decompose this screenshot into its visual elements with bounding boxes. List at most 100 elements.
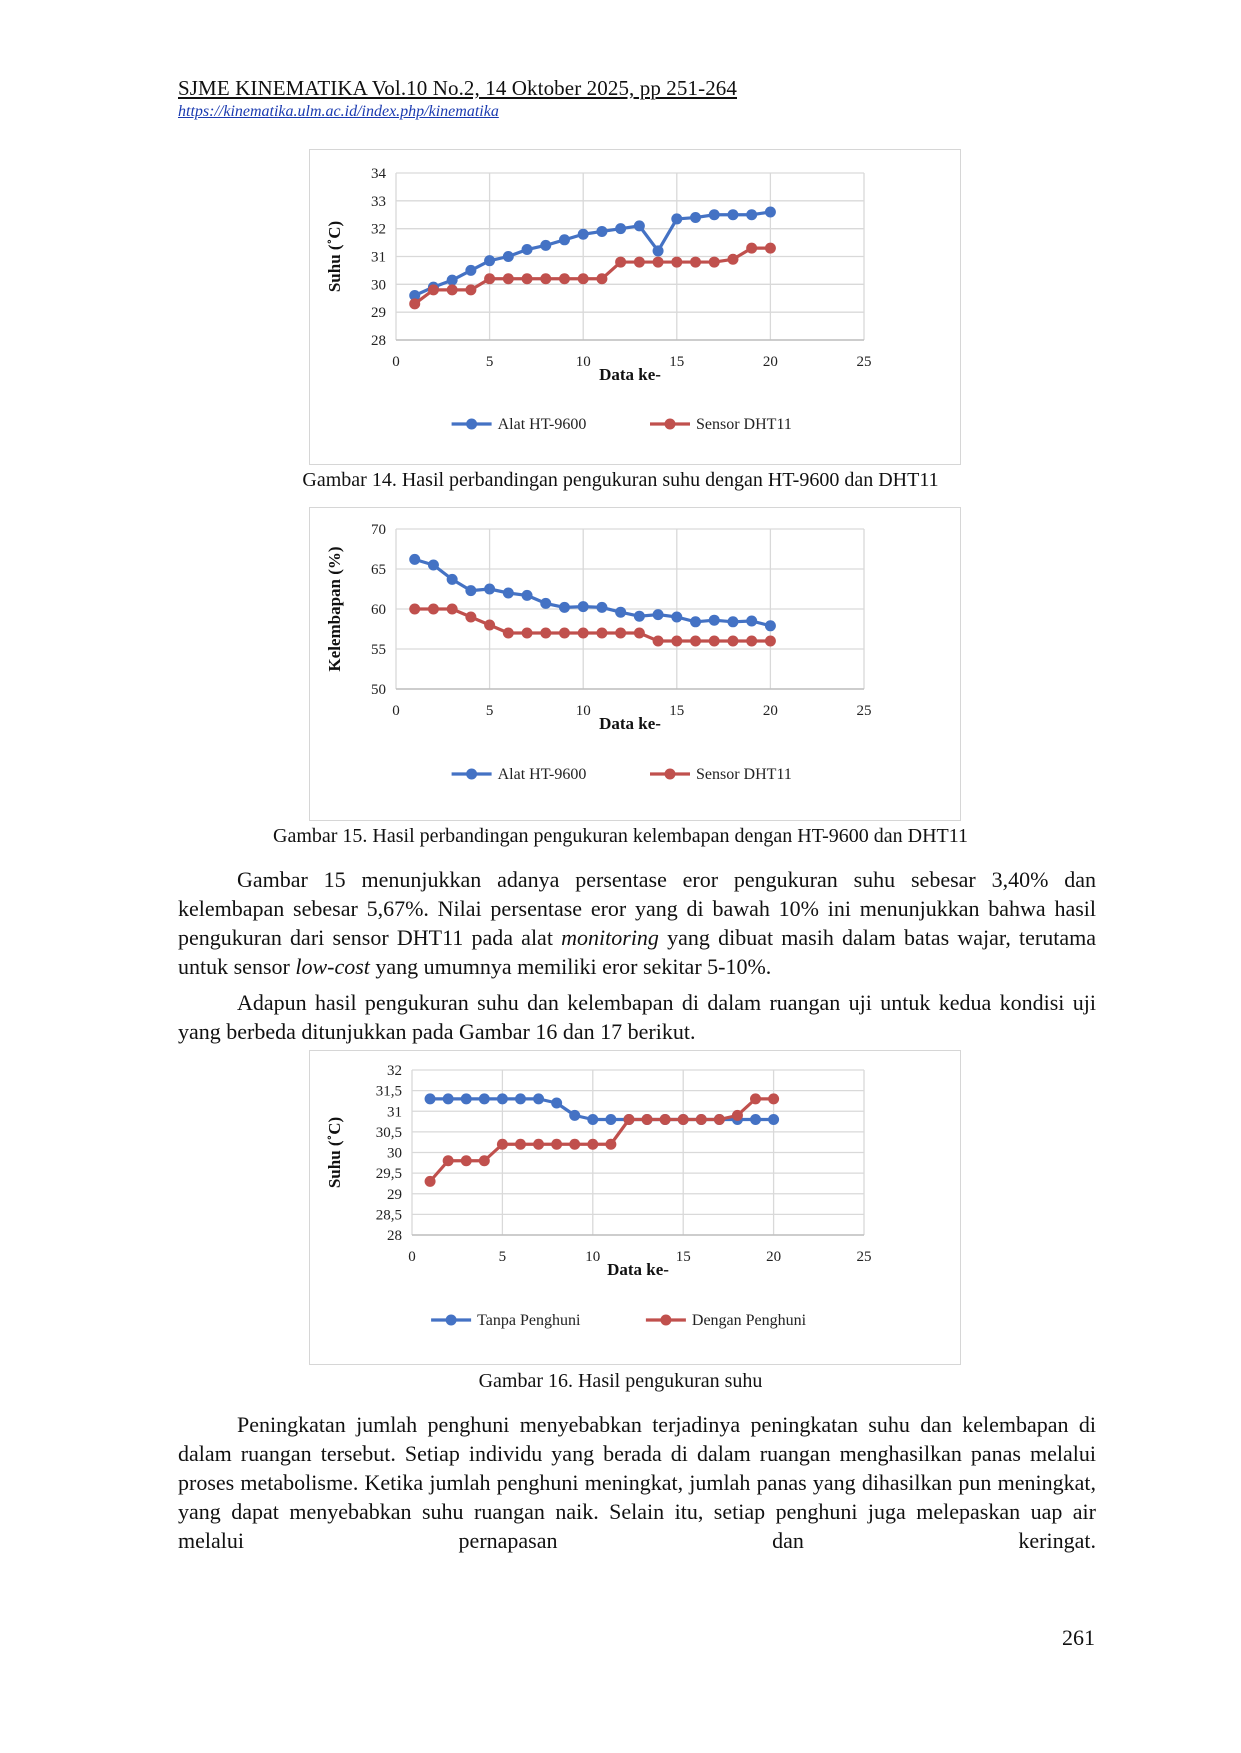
data-point: [465, 284, 477, 296]
journal-url-link[interactable]: https://kinematika.ulm.ac.id/index.php/k…: [178, 103, 499, 120]
y-tick-label: 28: [371, 333, 386, 349]
data-point: [409, 553, 421, 565]
y-tick-label: 33: [371, 194, 386, 210]
y-tick-label: 70: [371, 522, 386, 538]
y-tick-label: 50: [371, 682, 386, 698]
data-point: [540, 627, 552, 639]
data-point: [484, 583, 496, 595]
y-tick-label: 30,5: [376, 1125, 402, 1141]
legend-item: Tanpa Penghuni: [431, 1312, 581, 1329]
legend-item: Alat HT-9600: [451, 416, 586, 433]
paragraph-error-discussion: Gambar 15 menunjukkan adanya persentase …: [178, 865, 1096, 981]
x-tick-label: 0: [408, 1249, 416, 1265]
x-tick-label: 5: [499, 1249, 507, 1265]
data-point: [713, 1114, 725, 1125]
page-number: 261: [1062, 1625, 1095, 1650]
data-point: [577, 601, 589, 613]
data-point: [514, 1138, 526, 1150]
data-point: [587, 1138, 599, 1150]
legend-label: Sensor DHT11: [696, 416, 792, 433]
data-point: [641, 1114, 653, 1125]
data-point: [671, 213, 683, 225]
data-point: [727, 635, 739, 647]
data-point: [521, 627, 533, 639]
journal-header: SJME KINEMATIKA Vol.10 No.2, 14 Oktober …: [178, 76, 737, 100]
x-tick-label: 25: [857, 703, 872, 719]
data-point: [533, 1093, 545, 1105]
data-point: [727, 209, 739, 221]
x-tick-label: 15: [669, 703, 684, 719]
data-point: [446, 603, 458, 615]
data-point: [533, 1138, 545, 1150]
figure-15-caption: Gambar 15. Hasil perbandingan pengukuran…: [273, 825, 968, 847]
y-tick-label: 34: [371, 166, 387, 182]
data-point: [596, 273, 608, 285]
x-tick-label: 5: [486, 354, 494, 370]
data-point: [587, 1114, 599, 1125]
data-point: [633, 627, 645, 639]
x-axis-label: Data ke-: [599, 365, 661, 384]
data-point: [708, 209, 720, 221]
data-point: [484, 619, 496, 631]
data-point: [465, 264, 477, 276]
data-point: [558, 234, 570, 246]
p1-text-c: yang umumnya memiliki eror sekitar 5-10%…: [369, 954, 772, 979]
figure-14-caption: Gambar 14. Hasil perbandingan pengukuran…: [302, 469, 939, 491]
y-axis-label: Suhu (˚C): [325, 1117, 344, 1188]
data-point: [424, 1175, 436, 1187]
data-point: [551, 1138, 563, 1150]
x-tick-label: 10: [576, 703, 591, 719]
p1-emphasis-low-cost: low-cost: [295, 954, 370, 979]
data-point: [569, 1138, 581, 1150]
data-point: [652, 609, 664, 621]
data-point: [446, 274, 458, 286]
data-point: [521, 589, 533, 601]
x-axis-label: Data ke-: [599, 714, 661, 733]
y-tick-label: 55: [371, 642, 386, 658]
data-point: [605, 1114, 617, 1125]
data-point: [695, 1114, 707, 1125]
data-point: [424, 1093, 436, 1105]
data-point: [551, 1097, 563, 1109]
data-point: [652, 256, 664, 268]
data-point: [690, 635, 702, 647]
p2-text: Adapun hasil pengukuran suhu dan kelemba…: [178, 990, 1096, 1044]
data-point: [764, 635, 776, 647]
data-point: [496, 1093, 508, 1105]
data-point: [577, 228, 589, 240]
data-point: [633, 220, 645, 232]
figure-16-caption: Gambar 16. Hasil pengukuran suhu: [478, 1370, 763, 1392]
x-tick-label: 15: [676, 1249, 691, 1265]
legend-marker: [466, 768, 478, 780]
data-point: [540, 239, 552, 251]
data-point: [615, 223, 627, 235]
figure-16-chart: 28 28,5 29 29,5 30 30,5 31 31,5 32 0 5 10 15 20 25 Data…: [309, 1050, 961, 1365]
data-point: [764, 206, 776, 218]
data-point: [746, 242, 758, 254]
x-tick-label: 0: [392, 703, 400, 719]
paragraph-occupancy: Peningkatan jumlah penghuni menyebabkan …: [178, 1410, 1096, 1555]
data-point: [727, 253, 739, 265]
data-point: [764, 620, 776, 632]
data-point: [427, 559, 439, 571]
figure-14-svg: 28 29 30 31 32 33 34 0 5 10 15 20 25 Data ke- Suhu (˚C…: [325, 166, 872, 433]
legend-item: Sensor DHT11: [650, 766, 792, 783]
data-point: [577, 273, 589, 285]
data-point: [768, 1114, 780, 1125]
data-point: [558, 273, 570, 285]
data-point: [708, 256, 720, 268]
x-axis-label: Data ke-: [607, 1260, 669, 1279]
p1-text-b: yang dibuat masih dalam batas wajar, ter…: [178, 925, 1097, 979]
data-point: [484, 273, 496, 285]
y-axis-label: Kelembapan (%): [325, 546, 344, 671]
data-point: [746, 635, 758, 647]
legend-item: Alat HT-9600: [451, 766, 586, 783]
legend-item: Sensor DHT11: [650, 416, 792, 433]
y-tick-label: 29: [371, 305, 386, 321]
data-point: [409, 298, 421, 310]
x-tick-label: 0: [392, 354, 400, 370]
data-point: [690, 212, 702, 224]
data-point: [460, 1093, 472, 1105]
data-point: [708, 635, 720, 647]
legend-label: Tanpa Penghuni: [477, 1312, 581, 1329]
